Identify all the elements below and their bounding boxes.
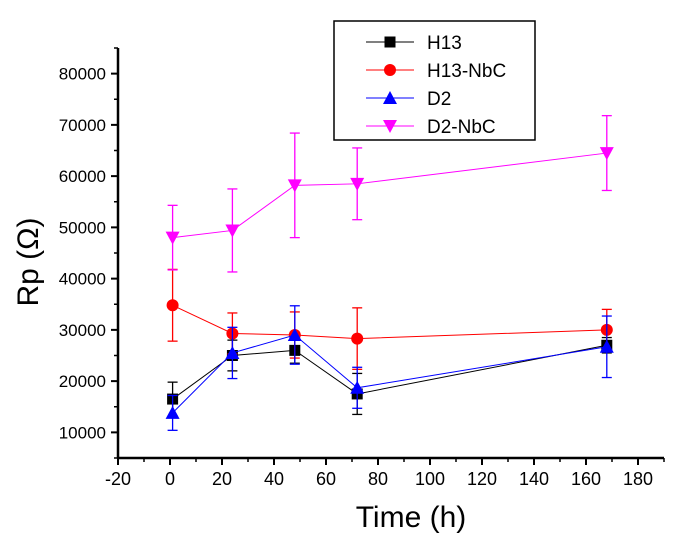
x-tick-label: 0	[165, 469, 175, 489]
y-tick-label: 20000	[59, 372, 106, 391]
x-tick-label: 40	[264, 469, 284, 489]
y-tick-label: 10000	[59, 423, 106, 442]
x-tick-label: 140	[519, 469, 549, 489]
legend-box	[333, 20, 536, 141]
marker-triangle-up	[165, 405, 180, 419]
marker-triangle-up	[225, 345, 240, 359]
legend: H13 H13-NbC D2 D2-NbC	[333, 20, 536, 141]
marker-triangle-down	[287, 179, 302, 193]
series-d2	[165, 305, 614, 431]
marker-triangle-up	[287, 328, 302, 341]
x-tick-label: 120	[467, 469, 497, 489]
marker-triangle-down	[165, 231, 180, 245]
x-tick-label: 180	[623, 469, 653, 489]
y-tick-label: 70000	[59, 116, 106, 135]
marker-triangle-down	[383, 120, 397, 133]
x-tick-label: 160	[571, 469, 601, 489]
marker-triangle-up	[383, 91, 397, 104]
legend-label: H13	[427, 33, 462, 54]
x-tick-label: -20	[105, 469, 131, 489]
x-tick-label: 80	[368, 469, 388, 489]
axes: -20 0 20 40 60 80 100 120 140 160 180 10000 20000 300…	[59, 47, 665, 489]
marker-triangle-up	[599, 339, 614, 353]
marker-triangle-down	[350, 177, 365, 191]
x-tick-label: 60	[316, 469, 336, 489]
legend-label: D2-NbC	[427, 117, 496, 138]
y-tick-label: 40000	[59, 270, 106, 289]
marker-square	[384, 36, 396, 48]
x-axis-label: Time (h)	[356, 501, 467, 534]
marker-triangle-down	[225, 224, 240, 238]
marker-circle	[166, 299, 179, 312]
x-tick-label: 20	[212, 469, 232, 489]
y-tick-label: 30000	[59, 321, 106, 340]
y-axis-label: Rp (Ω)	[12, 217, 45, 306]
y-tick-label: 60000	[59, 167, 106, 186]
marker-circle	[351, 332, 364, 345]
legend-label: H13-NbC	[427, 61, 506, 82]
series-line	[172, 334, 607, 414]
plot-area	[165, 115, 614, 431]
marker-circle	[384, 64, 396, 76]
marker-triangle-up	[350, 380, 365, 394]
series-d2-nbc	[165, 115, 614, 273]
y-tick-label: 80000	[59, 65, 106, 84]
marker-triangle-down	[599, 147, 614, 161]
y-tick-label: 50000	[59, 218, 106, 237]
x-tick-label: 100	[415, 469, 445, 489]
legend-label: D2	[427, 89, 451, 110]
